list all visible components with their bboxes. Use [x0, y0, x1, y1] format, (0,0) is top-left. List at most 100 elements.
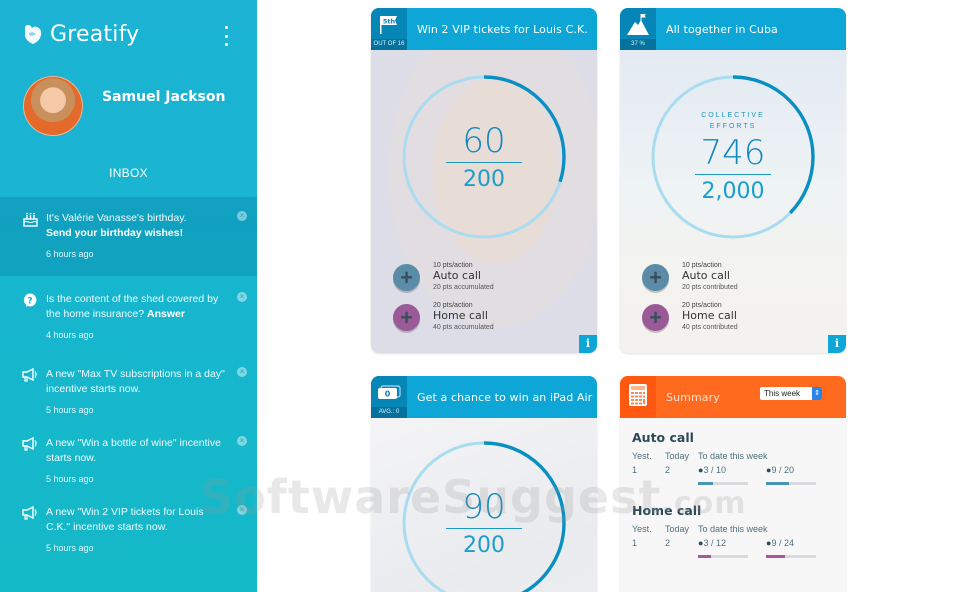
notification-item[interactable]: A new "Max TV subscriptions in a day" in…: [0, 353, 257, 422]
progress-ring: 60 200: [401, 74, 567, 240]
action-home-call: + 20 pts/action Home call 40 pts contrib…: [642, 302, 738, 342]
summary-badge: [620, 376, 656, 418]
today-label: Today: [665, 524, 690, 534]
summary-home-call: Home call Yest. Today To date this week …: [620, 503, 846, 572]
personal-progress: ●3 / 10: [698, 465, 726, 475]
dismiss-icon[interactable]: ×: [237, 292, 247, 302]
person-icon: ●: [698, 538, 704, 548]
notification-text: A new "Win 2 VIP tickets for Louis C.K."…: [46, 506, 204, 533]
send-wishes-link[interactable]: Send your birthday wishes!: [46, 227, 184, 239]
yesterday-label: Yest.: [632, 524, 652, 534]
incentive-card-cuba[interactable]: 37 % All together in Cuba COLLECTIVE EFFO…: [620, 8, 846, 353]
divider: [446, 161, 522, 163]
megaphone-icon: [22, 436, 38, 452]
card-header: 37 % All together in Cuba: [620, 8, 846, 50]
brand-name: Greatify: [50, 22, 140, 47]
avatar[interactable]: [23, 76, 83, 136]
notification-item[interactable]: ? Is the content of the shed covered by …: [0, 276, 257, 353]
notification-item[interactable]: A new "Win 2 VIP tickets for Louis C.K."…: [0, 491, 257, 560]
yesterday-label: Yest.: [632, 451, 652, 461]
action-rate: 10 pts/action: [433, 262, 473, 269]
select-arrows-icon: ⇕: [812, 387, 822, 400]
team-progress: ●9 / 24: [766, 538, 794, 548]
team-icon: ●: [766, 538, 772, 548]
progress-ring: 90 200: [401, 440, 567, 592]
progress-ring: COLLECTIVE EFFORTS 746 2,000: [650, 74, 816, 240]
divider: [446, 527, 522, 529]
card-body: 90 200: [371, 418, 597, 592]
personal-progress-bar: [698, 555, 748, 558]
average-subtext: AVG.: 0: [371, 407, 407, 418]
progress-badge: 37 %: [620, 8, 656, 50]
points-value: 60: [462, 120, 506, 161]
incentive-card-louis-ck[interactable]: 5th OUT OF 16 Win 2 VIP tickets for Loui…: [371, 8, 597, 353]
action-list: + 10 pts/action Auto call 20 pts contrib…: [642, 262, 738, 342]
card-header: 5th OUT OF 16 Win 2 VIP tickets for Loui…: [371, 8, 597, 50]
notification-text: It's Valérie Vanasse's birthday.: [46, 212, 187, 224]
svg-text:5th: 5th: [383, 17, 396, 25]
action-accumulated: 40 pts accumulated: [433, 324, 494, 331]
info-button[interactable]: i: [579, 335, 597, 353]
brand[interactable]: Greatify: [22, 22, 139, 47]
week-label: To date this week: [698, 451, 768, 461]
team-icon: ●: [766, 465, 772, 475]
action-rate: 20 pts/action: [682, 302, 722, 309]
greatify-logo-icon: [25, 24, 42, 44]
notification-item[interactable]: A new "Win a bottle of wine" incentive s…: [0, 422, 257, 491]
action-list: + 10 pts/action Auto call 20 pts accumul…: [393, 262, 494, 342]
summary-auto-call: Auto call Yest. Today To date this week …: [620, 430, 846, 499]
megaphone-icon: [22, 367, 38, 383]
svg-text:0: 0: [385, 390, 391, 399]
today-value: 2: [665, 465, 671, 475]
period-select[interactable]: This week ⇕: [760, 387, 822, 400]
answer-link[interactable]: Answer: [147, 308, 185, 320]
card-title: All together in Cuba: [666, 22, 778, 36]
question-icon: ?: [22, 292, 38, 308]
calculator-icon: [620, 382, 656, 408]
card-header: Summary This week ⇕: [620, 376, 846, 418]
svg-text:?: ?: [27, 296, 32, 306]
collective-efforts-caption: COLLECTIVE EFFORTS: [701, 111, 765, 130]
mountain-flag-icon: [620, 12, 656, 38]
points-goal: 2,000: [701, 178, 765, 204]
points-goal: 200: [463, 166, 505, 192]
card-title: Get a chance to win an iPad Air: [417, 390, 593, 404]
add-auto-call-button[interactable]: +: [642, 264, 669, 291]
dismiss-icon[interactable]: ×: [237, 505, 247, 515]
card-body: 60 200 + 10 pts/action Auto call 20 pts …: [371, 50, 597, 353]
megaphone-icon: [22, 505, 38, 521]
ticket-badge: 0 AVG.: 0: [371, 376, 407, 418]
points-value: 90: [462, 486, 506, 527]
action-rate: 10 pts/action: [682, 262, 722, 269]
week-label: To date this week: [698, 524, 768, 534]
more-menu-icon[interactable]: [220, 26, 232, 46]
divider: [695, 173, 771, 175]
summary-card: Summary This week ⇕ Auto call Yest. Toda…: [620, 376, 846, 592]
dismiss-icon[interactable]: ×: [237, 367, 247, 377]
team-progress: ●9 / 20: [766, 465, 794, 475]
notification-item[interactable]: It's Valérie Vanasse's birthday. Send you…: [0, 197, 257, 276]
person-icon: ●: [698, 465, 704, 475]
summary-stats: Yest. Today To date this week 1 2 ●3 / 1…: [632, 524, 834, 572]
points-value: 746: [700, 132, 766, 173]
dismiss-icon[interactable]: ×: [237, 436, 247, 446]
summary-section-title: Home call: [632, 503, 702, 518]
add-home-call-button[interactable]: +: [393, 304, 420, 331]
action-accumulated: 20 pts accumulated: [433, 284, 494, 291]
action-auto-call: + 10 pts/action Auto call 20 pts contrib…: [642, 262, 738, 302]
action-contributed: 20 pts contributed: [682, 284, 738, 291]
card-title: Summary: [666, 390, 720, 404]
dismiss-icon[interactable]: ×: [237, 211, 247, 221]
info-button[interactable]: i: [828, 335, 846, 353]
points-goal: 200: [463, 532, 505, 558]
add-home-call-button[interactable]: +: [642, 304, 669, 331]
incentive-card-ipad[interactable]: 0 AVG.: 0 Get a chance to win an iPad Ai…: [371, 376, 597, 592]
rank-subtext: OUT OF 16: [371, 39, 407, 50]
summary-section-title: Auto call: [632, 430, 694, 445]
notification-time: 5 hours ago: [46, 474, 94, 484]
action-contributed: 40 pts contributed: [682, 324, 738, 331]
add-auto-call-button[interactable]: +: [393, 264, 420, 291]
inbox-heading: INBOX: [109, 166, 148, 180]
action-rate: 20 pts/action: [433, 302, 473, 309]
team-progress-bar: [766, 482, 816, 485]
